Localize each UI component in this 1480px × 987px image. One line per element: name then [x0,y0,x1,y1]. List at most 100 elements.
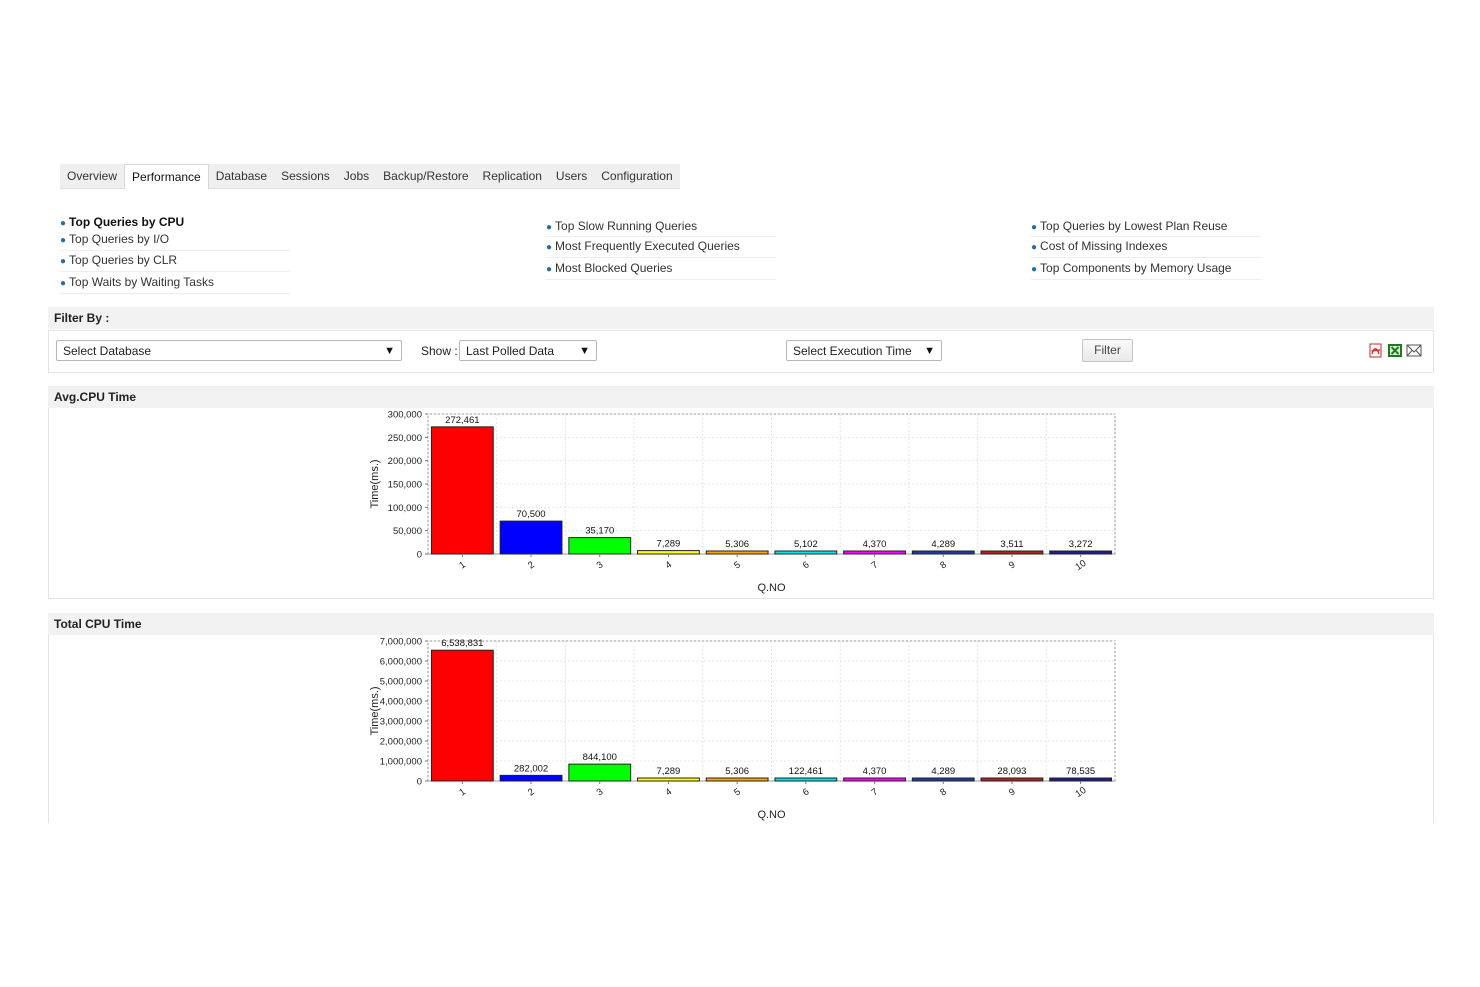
bullet-icon: ● [546,222,553,233]
bar-value-label: 6,538,831 [441,638,483,649]
bar-q9 [980,777,1044,782]
bullet-icon: ● [1031,222,1038,233]
link-top-slow-running-queries[interactable]: ● Top Slow Running Queries [546,219,697,233]
divider [60,250,290,251]
bar-q1 [430,649,494,782]
y-tick-label: 300,000 [388,410,422,421]
x-tick-label: 7 [870,786,881,798]
filter-heading: Filter By : [54,311,110,325]
execution-time-select[interactable]: Select Execution Time ▼ [786,340,942,361]
x-tick-label: 10 [1073,558,1088,573]
bar-q10 [1049,550,1113,555]
bar-q4 [637,777,700,782]
link-top-components-by-memory-usage[interactable]: ● Top Components by Memory Usage [1031,261,1231,275]
link-label: Top Waits by Waiting Tasks [69,275,214,289]
y-tick-label: 5,000,000 [380,677,422,688]
bar-value-label: 3,272 [1069,539,1093,550]
tab-bar: Overview Performance Database Sessions J… [60,164,680,189]
x-tick-label: 6 [801,786,812,798]
bar-q6 [774,550,838,555]
link-label: Cost of Missing Indexes [1040,239,1168,253]
bar-q9 [980,550,1044,555]
divider [60,293,290,294]
link-label: Top Queries by CLR [69,253,178,267]
x-axis-label: Q.NO [757,582,786,594]
execution-time-select-value: Select Execution Time [793,344,912,358]
y-tick-label: 0 [417,777,422,788]
link-label: Most Blocked Queries [555,261,673,275]
x-tick-label: 8 [938,559,949,571]
excel-icon[interactable] [1387,343,1403,358]
dropdown-arrow-icon: ▼ [924,345,935,357]
y-tick-label: 7,000,000 [380,637,422,648]
bar-q10 [1049,777,1113,782]
bar-value-label: 78,535 [1066,766,1095,777]
tab-performance[interactable]: Performance [124,164,209,189]
link-top-queries-by-cpu[interactable]: ● Top Queries by CPU [60,215,184,229]
bar-q3 [568,763,632,782]
bar-value-label: 28,093 [997,766,1026,777]
divider [1031,236,1261,237]
bar-value-label: 35,170 [585,526,614,537]
bullet-icon: ● [60,256,67,267]
total-cpu-header: Total CPU Time [48,613,1434,635]
tab-backup-restore[interactable]: Backup/Restore [383,169,469,183]
tab-jobs[interactable]: Jobs [343,169,370,183]
tab-database[interactable]: Database [215,169,268,183]
link-top-queries-by-clr[interactable]: ● Top Queries by CLR [60,253,177,267]
tab-sessions[interactable]: Sessions [281,169,330,183]
bar-q4 [637,550,700,555]
y-axis-label: Time(ms.) [369,686,381,735]
x-tick-label: 10 [1073,785,1088,800]
bullet-icon: ● [60,218,67,229]
link-cost-of-missing-indexes[interactable]: ● Cost of Missing Indexes [1031,239,1167,253]
link-label: Top Queries by Lowest Plan Reuse [1040,219,1228,233]
link-most-frequently-executed-queries[interactable]: ● Most Frequently Executed Queries [546,239,740,253]
bar-value-label: 70,500 [517,509,546,520]
bar-value-label: 5,306 [725,766,749,777]
bar-value-label: 7,289 [657,539,681,550]
link-label: Top Queries by CPU [69,215,185,229]
link-top-queries-by-io[interactable]: ● Top Queries by I/O [60,232,169,246]
mail-icon[interactable] [1406,343,1422,358]
bar-q8 [911,777,975,782]
link-most-blocked-queries[interactable]: ● Most Blocked Queries [546,261,672,275]
link-top-queries-by-lowest-plan-reuse[interactable]: ● Top Queries by Lowest Plan Reuse [1031,219,1227,233]
pdf-icon[interactable] [1368,343,1384,358]
show-select[interactable]: Last Polled Data ▼ [459,340,597,361]
bar-q5 [705,777,769,782]
tab-overview[interactable]: Overview [67,169,118,183]
tab-users[interactable]: Users [555,169,588,183]
x-tick-label: 3 [595,786,606,798]
x-tick-label: 5 [732,786,743,798]
x-tick-label: 4 [663,786,674,798]
filter-button[interactable]: Filter [1082,339,1133,362]
tab-replication[interactable]: Replication [482,169,542,183]
divider [546,279,776,280]
dropdown-arrow-icon: ▼ [384,345,395,357]
bar-value-label: 7,289 [657,766,681,777]
x-tick-label: 9 [1007,559,1018,571]
x-tick-label: 5 [732,559,743,571]
x-tick-label: 2 [526,786,537,798]
y-tick-label: 6,000,000 [380,657,422,668]
bar-value-label: 4,370 [863,539,887,550]
bar-q1 [430,426,494,555]
y-tick-label: 200,000 [388,456,422,467]
link-label: Top Slow Running Queries [555,219,698,233]
avg-cpu-header: Avg.CPU Time [48,386,1434,408]
bar-q8 [911,550,975,555]
tab-configuration[interactable]: Configuration [601,169,673,183]
avg-cpu-chart: 0 50,000 100,000 150,000 200,000 250,000 300,0… [369,410,1116,594]
y-tick-label: 100,000 [388,503,422,514]
database-select[interactable]: Select Database ▼ [56,340,402,361]
x-tick-label: 6 [801,559,812,571]
x-tick-label: 1 [457,786,468,798]
x-axis-label: Q.NO [757,809,786,821]
total-cpu-title: Total CPU Time [54,617,142,631]
link-top-waits-by-waiting-tasks[interactable]: ● Top Waits by Waiting Tasks [60,275,214,289]
bar-q6 [774,777,838,782]
show-label: Show : [421,344,458,358]
y-tick-label: 4,000,000 [380,697,422,708]
y-tick-label: 0 [417,550,422,561]
